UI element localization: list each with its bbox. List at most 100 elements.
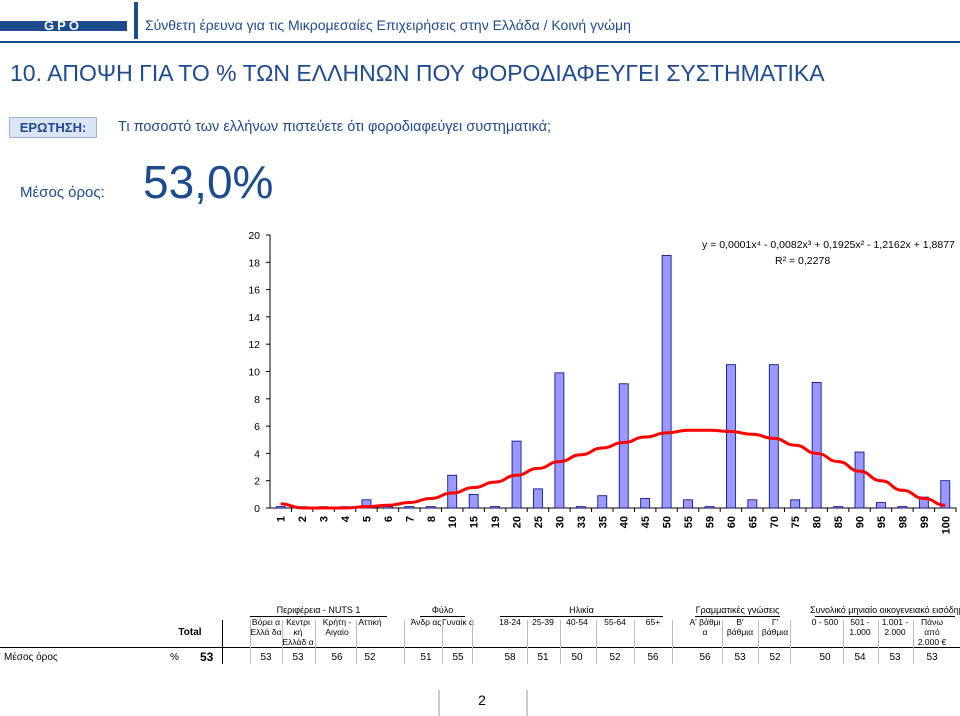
column-divider xyxy=(722,620,723,664)
table-rule xyxy=(0,647,960,648)
column-header: Άνδρ ας xyxy=(410,617,442,627)
top-rule xyxy=(0,41,960,43)
bar xyxy=(683,499,693,509)
x-tick-label: 10 xyxy=(447,516,459,528)
cell-value: 51 xyxy=(420,652,432,663)
group-header: Ηλικία xyxy=(569,605,594,615)
column-divider xyxy=(843,620,844,664)
group-header: Περιφέρεια - NUTS 1 xyxy=(276,605,361,615)
x-tick-label: 80 xyxy=(812,516,824,528)
column-header: Α' βάθμι α xyxy=(689,617,721,637)
cell-value: 55 xyxy=(452,652,464,663)
column-header: Γυναίκ α xyxy=(442,617,474,627)
bar xyxy=(747,499,758,509)
x-tick-label: 95 xyxy=(876,516,888,528)
mean-label: Μέσος όρος: xyxy=(20,184,105,201)
y-tick-label: 12 xyxy=(248,339,260,351)
bar xyxy=(425,506,436,509)
bar xyxy=(661,255,672,509)
column-divider xyxy=(672,620,673,664)
cell-value: 54 xyxy=(854,652,866,663)
cell-value: 52 xyxy=(364,652,376,663)
cell-value: 50 xyxy=(571,652,583,663)
chart-trendline xyxy=(280,428,946,510)
bar xyxy=(275,506,286,509)
bar xyxy=(490,506,500,509)
x-tick-label: 4 xyxy=(340,515,352,522)
column-header: Κεντρι κή Ελλάδ α xyxy=(282,617,314,647)
column-divider xyxy=(527,620,528,664)
bar xyxy=(811,382,822,509)
page-bracket xyxy=(438,690,528,716)
column-divider xyxy=(596,620,597,664)
pct-label: % xyxy=(170,652,179,663)
y-tick-label: 10 xyxy=(248,367,260,379)
column-header: 0 - 500 xyxy=(811,617,839,627)
x-tick-label: 85 xyxy=(833,516,845,528)
question-text: Τι ποσοστό των ελλήνων πιστεύετε ότι φορ… xyxy=(118,119,552,135)
x-tick-label: 6 xyxy=(383,516,395,522)
x-tick-label: 65 xyxy=(747,516,759,528)
y-tick-label: 20 xyxy=(248,230,260,242)
x-tick-label: 35 xyxy=(597,516,609,528)
column-header: 65+ xyxy=(645,617,661,627)
logo-bar xyxy=(0,21,127,31)
header-subtitle: Σύνθετη έρευνα για τις Μικρομεσαίες Επιχ… xyxy=(145,17,631,33)
x-tick-label: 2 xyxy=(297,516,309,522)
group-underline xyxy=(420,616,465,617)
bar xyxy=(897,506,908,509)
column-divider xyxy=(634,620,635,664)
cell-value: 52 xyxy=(609,652,621,663)
x-tick-label: 60 xyxy=(726,516,738,528)
column-header: 501 - 1.000 xyxy=(849,617,871,637)
mean-value: 53,0% xyxy=(143,156,274,208)
page-title: 10. ΑΠΟΨΗ ΓΙΑ ΤΟ % ΤΩΝ ΕΛΛΗΝΩΝ ΠΟΥ ΦΟΡΟΔ… xyxy=(10,60,825,86)
column-divider xyxy=(790,620,791,664)
x-tick-label: 15 xyxy=(469,516,481,528)
x-tick-label: 33 xyxy=(576,516,588,528)
x-tick-label: 30 xyxy=(554,516,566,528)
bar xyxy=(597,495,608,509)
cell-value: 56 xyxy=(331,652,343,663)
y-tick-label: 18 xyxy=(248,257,260,269)
cell-value: 52 xyxy=(769,652,781,663)
bar xyxy=(768,364,779,509)
column-header: 40-54 xyxy=(566,617,588,627)
y-tick-label: 2 xyxy=(254,476,260,488)
x-tick-label: 40 xyxy=(619,516,631,528)
x-tick-label: 3 xyxy=(319,516,331,522)
row-label: Μέσος όρος xyxy=(4,652,58,663)
cell-value: 53 xyxy=(260,652,272,663)
x-tick-label: 20 xyxy=(512,516,524,528)
y-tick-label: 6 xyxy=(254,421,260,433)
column-divider xyxy=(282,620,283,664)
bar xyxy=(383,506,393,509)
bar xyxy=(618,383,629,509)
cell-value: 51 xyxy=(537,652,549,663)
group-underline xyxy=(250,616,387,617)
table-divider xyxy=(222,620,223,664)
x-tick-label: 59 xyxy=(704,516,716,528)
cell-value: 53 xyxy=(889,652,901,663)
chart-bars xyxy=(275,255,951,509)
column-header: Κρήτη - Αιγαίο xyxy=(322,617,352,637)
bar xyxy=(575,506,586,509)
x-tick-label: 99 xyxy=(919,516,931,528)
group-underline xyxy=(695,616,780,617)
trendline-equation: y = 0,0001x⁴ - 0,0082x³ + 0,1925x² - 1,2… xyxy=(702,239,955,251)
column-header: Γ' βάθμια xyxy=(761,617,789,637)
column-header: Βόρει α Ελλά δα xyxy=(250,617,282,637)
column-header: 1.001 - 2.000 xyxy=(881,617,909,637)
cell-value: 56 xyxy=(647,652,659,663)
column-divider xyxy=(250,620,251,664)
column-divider xyxy=(356,620,357,664)
bar xyxy=(833,506,843,509)
column-header: 55-64 xyxy=(604,617,626,627)
bar xyxy=(640,498,651,509)
x-tick-label: 75 xyxy=(790,516,802,528)
cell-value: 53 xyxy=(734,652,746,663)
trendline xyxy=(280,428,946,510)
x-tick-label: 1 xyxy=(276,516,288,522)
